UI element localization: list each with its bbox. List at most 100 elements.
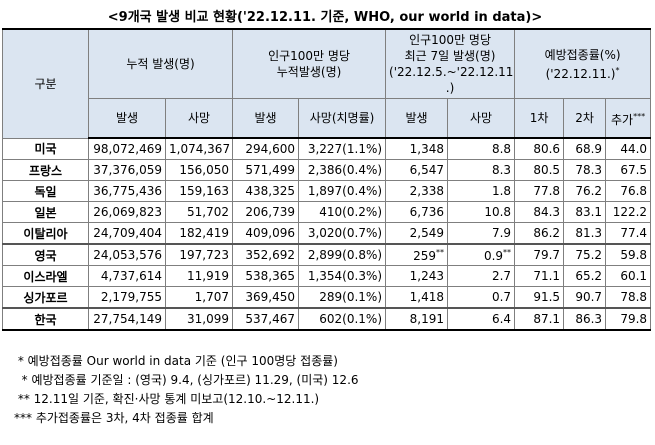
footnote-mark: ***: [633, 111, 646, 121]
country-cell: 이탈리아: [2, 222, 89, 245]
data-cell: 77.8: [514, 180, 565, 202]
data-cell: 206,739: [232, 201, 300, 223]
data-cell: 159,163: [164, 180, 234, 202]
header-cell: 인구100만 명당 누적발생(명): [232, 28, 387, 99]
note: *** 추가접종률은 3차, 4차 접종률 합계: [14, 411, 214, 425]
data-cell: 259**: [385, 243, 449, 266]
data-cell: 197,723: [164, 243, 234, 266]
country-cell: 미국: [2, 137, 89, 160]
data-cell: 122.2: [605, 201, 652, 223]
footnote-mark: **: [503, 247, 512, 257]
data-cell: 98,072,469: [88, 137, 166, 160]
country-cell: 한국: [2, 307, 89, 331]
data-cell: 1,418: [385, 286, 449, 309]
header-row: 구분 누적 발생(명) 인구100만 명당 누적발생(명) 인구100만 명당 최근 7일…: [2, 28, 652, 139]
table-header: 구분 누적 발생(명) 인구100만 명당 누적발생(명) 인구100만 명당 최근 7일…: [2, 28, 652, 139]
header-cell: 사망: [164, 98, 234, 139]
data-cell: 78.8: [605, 286, 652, 309]
table-body: 미국 98,072,469 1,074,367 294,600 3,227(1.1%) 1…: [2, 137, 652, 331]
data-cell: 6.4: [447, 307, 516, 331]
data-cell: 6,736: [385, 201, 449, 223]
data-cell: 602(0.1%): [298, 307, 387, 331]
data-cell: 8.8: [447, 137, 516, 160]
data-row: 프랑스 37,376,059 156,050 571,499 2,386(0.4%) 6,…: [2, 159, 652, 181]
data-cell: 90.7: [563, 286, 607, 309]
data-cell: 156,050: [164, 159, 234, 181]
data-row: 싱가포르 2,179,755 1,707 369,450 289(0.1%) 1,418 0…: [2, 286, 652, 309]
footnote-mark: *: [615, 65, 620, 75]
data-cell: 81.3: [563, 222, 607, 245]
data-cell: 86.2: [514, 222, 565, 245]
data-cell: 80.6: [514, 137, 565, 160]
data-cell: 1,897(0.4%): [298, 180, 387, 202]
data-cell: 0.9**: [447, 243, 516, 266]
data-cell: 67.5: [605, 159, 652, 181]
data-cell: 27,754,149: [88, 307, 166, 331]
data-cell: 2,386(0.4%): [298, 159, 387, 181]
cell-text: 누적 발생(명): [126, 57, 195, 71]
data-cell: 65.2: [563, 265, 607, 287]
header-cell: 누적 발생(명): [87, 28, 234, 99]
data-row: 이스라엘 4,737,614 11,919 538,365 1,354(0.3%) 1,2…: [2, 265, 652, 287]
data-cell: 76.2: [563, 180, 607, 202]
data-cell: 2.7: [447, 265, 516, 287]
data-cell: 289(0.1%): [298, 286, 387, 309]
data-cell: 60.1: [605, 265, 652, 287]
data-cell: 78.3: [563, 159, 607, 181]
country-cell: 이스라엘: [2, 265, 89, 287]
data-cell: 71.1: [514, 265, 565, 287]
header-cell: 발생: [385, 98, 449, 139]
data-cell: 352,692: [232, 243, 300, 266]
table-title: <9개국 발생 비교 현황('22.12.11. 기준, WHO, our wo…: [107, 10, 543, 25]
data-cell: 409,096: [232, 222, 300, 245]
cell-text: 인구100만 명당 누적발생(명): [268, 49, 350, 79]
data-cell: 11,919: [164, 265, 234, 287]
note: ** 12.11일 기준, 확진·사망 통계 미보고(12.10.~12.11.…: [14, 392, 320, 406]
data-cell: 294,600: [232, 137, 300, 160]
data-cell: 369,450: [232, 286, 300, 309]
country-cell: 싱가포르: [2, 286, 89, 309]
cell-text: 발생: [115, 111, 139, 125]
data-cell: 79.8: [605, 307, 652, 331]
header-cell: 추가***: [605, 98, 652, 139]
cell-text: 발생: [405, 111, 428, 125]
data-cell: 36,775,436: [88, 180, 166, 202]
data-cell: 537,467: [232, 307, 300, 331]
data-cell: 1,243: [385, 265, 449, 287]
data-cell: 87.1: [514, 307, 565, 331]
data-cell: 77.4: [605, 222, 652, 245]
header-cell: 예방접종률(%) ('22.12.11.)*: [514, 28, 652, 99]
data-row: 미국 98,072,469 1,074,367 294,600 3,227(1.1%) 1…: [2, 137, 652, 160]
data-cell: 91.5: [514, 286, 565, 309]
data-cell: 410(0.2%): [298, 201, 387, 223]
data-cell: 44.0: [605, 137, 652, 160]
data-cell: 3,227(1.1%): [298, 137, 387, 160]
country-cell: 프랑스: [2, 159, 89, 181]
cell-text: 추가: [611, 112, 634, 127]
cell-text: 구분: [34, 76, 57, 91]
country-cell: 독일: [2, 180, 89, 202]
data-cell: 26,069,823: [88, 201, 166, 223]
data-cell: 37,376,059: [88, 159, 166, 181]
header-cell: 1차: [514, 98, 565, 139]
data-cell: 75.2: [563, 243, 607, 266]
data-row: 한국 27,754,149 31,099 537,467 602(0.1%) 8,191 6…: [2, 307, 652, 331]
cell-text: 인구100만 명당 최근 7일 발생(명) ('22.12.5.~'22.12.11…: [389, 33, 514, 95]
data-cell: 6,547: [385, 159, 449, 181]
data-row: 영국 24,053,576 197,723 352,692 2,899(0.8%) 259…: [2, 243, 652, 266]
data-cell: 571,499: [232, 159, 300, 181]
data-cell: 2,338: [385, 180, 449, 202]
data-cell: 59.8: [605, 243, 652, 266]
data-cell: 51,702: [164, 201, 234, 223]
data-row: 이탈리아 24,709,404 182,419 409,096 3,020(0.7%) 2…: [2, 222, 652, 245]
cell-text: 0.9: [483, 248, 504, 263]
data-cell: 8,191: [385, 307, 449, 331]
data-cell: 76.8: [605, 180, 652, 202]
data-cell: 2,899(0.8%): [298, 243, 387, 266]
data-cell: 80.5: [514, 159, 565, 181]
header-cell: 사망(치명률): [298, 98, 387, 139]
data-cell: 24,709,404: [88, 222, 166, 245]
note: * 예방접종률 Our world in data 기준 (인구 100명당 접…: [14, 354, 338, 368]
cell-text: 사망: [469, 111, 493, 125]
